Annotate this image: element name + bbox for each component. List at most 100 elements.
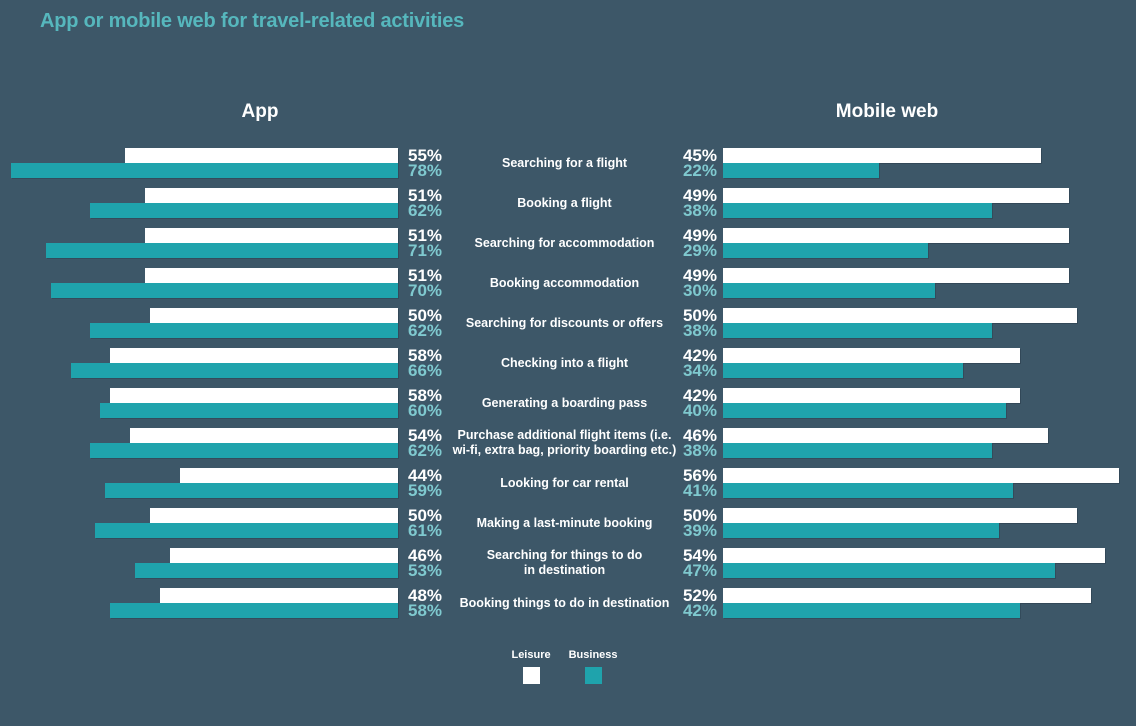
app-value-group: 58% 66% (398, 346, 452, 380)
app-business-value: 58% (408, 601, 443, 620)
mobile-web-leisure-bar (723, 588, 1091, 603)
app-business-value: 59% (408, 481, 443, 500)
table-row: 51% 70% Booking accommodation 49% 30% (0, 263, 1136, 303)
mobile-web-value-group: 49% 38% (677, 187, 717, 220)
mobile-web-business-bar (723, 243, 929, 258)
panel-header-app: App (241, 101, 279, 122)
mobile-web-bar-group (723, 548, 1136, 578)
app-leisure-bar (145, 228, 398, 243)
mobile-web-business-bar (723, 203, 992, 218)
app-business-value: 71% (408, 241, 443, 260)
app-business-value: 53% (408, 561, 443, 580)
mobile-web-business-bar (723, 483, 1013, 498)
legend-swatch-business (584, 667, 602, 684)
app-business-value: 60% (408, 401, 443, 420)
mobile-web-value-group: 54% 47% (677, 547, 717, 580)
table-row: 44% 59% Looking for car rental 56% 41% (0, 463, 1136, 503)
app-leisure-value: 58% (408, 346, 443, 365)
app-business-value: 62% (408, 201, 443, 220)
app-business-bar (105, 483, 398, 498)
app-business-value: 78% (408, 161, 443, 180)
mobile-web-leisure-value: 52% (682, 586, 717, 605)
app-value-group: 46% 53% (398, 547, 452, 580)
app-leisure-bar (145, 188, 398, 203)
app-bar-group (0, 308, 398, 338)
app-value-group: 50% 62% (398, 307, 452, 340)
table-row: 48% 58% Booking things to do in destinat… (0, 583, 1136, 623)
chart-title: App or mobile web for travel-related act… (40, 10, 465, 32)
app-bar-group (0, 428, 398, 458)
category-label: Checking into a flight (500, 355, 629, 370)
app-bar-group (0, 508, 398, 538)
mobile-web-business-value: 34% (682, 361, 717, 380)
mobile-web-leisure-value: 49% (682, 266, 717, 285)
category-label: Booking things to do in destination (459, 595, 670, 610)
mobile-web-business-bar (723, 163, 879, 178)
mobile-web-business-value: 38% (682, 201, 717, 220)
app-value-group: 51% 70% (398, 267, 452, 300)
mobile-web-bar-group (723, 588, 1136, 618)
app-leisure-value: 44% (408, 466, 443, 485)
mobile-web-leisure-bar (723, 508, 1077, 523)
mobile-web-bar-group (723, 308, 1136, 338)
app-leisure-value: 48% (408, 586, 443, 605)
app-bar-group (0, 148, 398, 178)
mobile-web-bar-group (723, 508, 1136, 538)
app-business-bar (50, 283, 398, 298)
mobile-web-business-value: 29% (682, 241, 717, 260)
category-label: Searching for accommodation (474, 235, 655, 250)
category-label: Purchase additional flight items (i.e. w… (452, 428, 677, 457)
app-value-group: 55% 78% (398, 146, 452, 180)
app-business-value: 62% (408, 321, 443, 340)
legend-label-business: Business (568, 649, 618, 661)
app-business-bar (90, 323, 398, 338)
app-bar-group (0, 548, 398, 578)
app-business-bar (11, 163, 398, 178)
panel-header-mobile-web: Mobile web (835, 101, 939, 122)
mobile-web-business-bar (723, 283, 936, 298)
app-business-bar (135, 563, 398, 578)
mobile-web-leisure-value: 42% (682, 346, 717, 365)
table-row: 55% 78% Searching for a flight 45% 22% (0, 143, 1136, 183)
mobile-web-bar-group (723, 228, 1136, 258)
app-business-value: 70% (408, 281, 443, 300)
table-row: 54% 62% Purchase additional flight items… (0, 423, 1136, 463)
app-business-bar (90, 443, 398, 458)
mobile-web-business-bar (723, 603, 1020, 618)
mobile-web-business-bar (723, 403, 1006, 418)
legend-swatch-leisure (522, 667, 540, 684)
mobile-web-business-bar (723, 323, 992, 338)
mobile-web-value-group: 52% 42% (677, 586, 717, 619)
mobile-web-business-bar (723, 443, 992, 458)
mobile-web-bar-group (723, 188, 1136, 218)
legend: Leisure Business (452, 649, 677, 684)
mobile-web-leisure-value: 49% (682, 226, 717, 245)
app-value-group: 58% 60% (398, 387, 452, 420)
app-leisure-value: 55% (408, 146, 443, 165)
app-bar-group (0, 228, 398, 258)
mobile-web-business-bar (723, 563, 1056, 578)
app-bar-group (0, 468, 398, 498)
app-leisure-value: 54% (408, 426, 443, 445)
app-business-bar (95, 523, 398, 538)
app-business-value: 62% (408, 441, 443, 460)
app-business-value: 66% (408, 361, 443, 380)
category-label: Making a last-minute booking (476, 515, 653, 530)
app-business-bar (110, 603, 398, 618)
app-bar-group (0, 588, 398, 618)
mobile-web-value-group: 50% 39% (677, 507, 717, 539)
mobile-web-business-value: 47% (682, 561, 717, 580)
category-label: Searching for things to do in destinatio… (486, 548, 643, 577)
app-leisure-bar (110, 388, 398, 403)
mobile-web-value-group: 49% 30% (677, 266, 717, 299)
app-leisure-value: 51% (408, 226, 443, 245)
mobile-web-business-bar (723, 363, 964, 378)
app-value-group: 51% 71% (398, 226, 452, 260)
mobile-web-value-group: 46% 38% (677, 427, 717, 459)
mobile-web-leisure-bar (723, 388, 1020, 403)
app-bar-group (0, 188, 398, 218)
app-value-group: 50% 61% (398, 507, 452, 539)
app-value-group: 51% 62% (398, 187, 452, 220)
category-label: Booking a flight (517, 195, 612, 210)
mobile-web-leisure-value: 42% (682, 386, 717, 405)
